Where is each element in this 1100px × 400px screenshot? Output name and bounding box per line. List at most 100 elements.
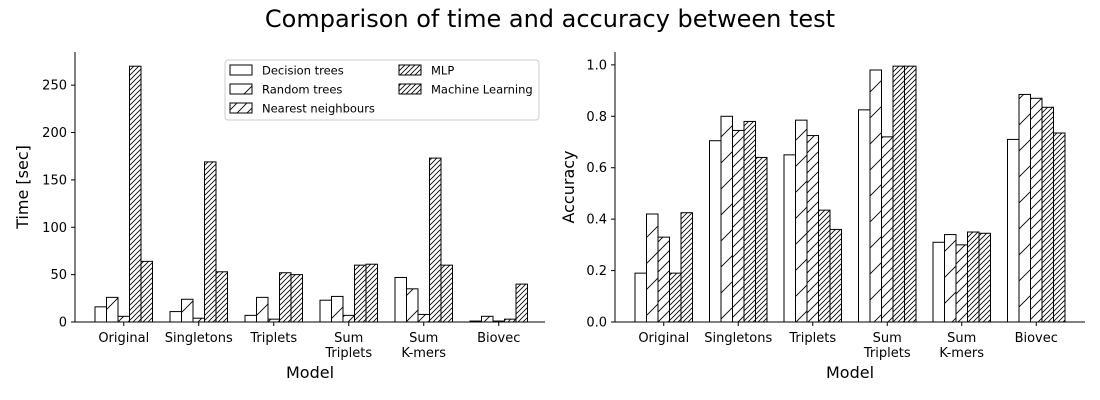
bar-nearest-neighbours-4 [955,244,968,323]
x-axis-label: Model [826,363,874,382]
bar-nearest-neighbours-1 [192,317,205,323]
legend-entry: Machine Learning [431,83,533,97]
bar-mlp-2 [818,209,831,323]
bar-decision-trees-0 [634,272,647,323]
accuracy-panel: 0.0 0.2 0.4 0.6 0.8 1.0 Original Singletons Trip… [559,52,1085,382]
y-tick-label: 1.0 [586,58,607,73]
bar-random-trees-0 [646,213,659,323]
y-tick-label: 200 [42,126,67,141]
legend-entry: Nearest neighbours [262,102,375,116]
legend-entry: Random trees [262,83,342,97]
bar-nearest-neighbours-5 [1030,97,1043,323]
bar-decision-trees-1 [169,311,182,323]
bar-random-trees-1 [181,298,194,323]
bar-machine-learning-0 [140,260,153,323]
legend-swatch [229,83,253,95]
bar-nearest-neighbours-4 [417,313,430,323]
x-tick-label: Sum Triplets [863,331,911,361]
legend-swatch [229,64,253,76]
bar-decision-trees-3 [858,109,871,323]
legend-entry: Decision trees [262,64,344,78]
x-tick-label: Singletons [704,331,772,346]
y-tick-label: 250 [42,79,67,94]
bar-machine-learning-2 [829,228,842,323]
bar-random-trees-0 [106,296,119,323]
bar-nearest-neighbours-0 [117,315,130,323]
bar-nearest-neighbours-0 [657,236,670,323]
x-axis-label: Model [286,363,334,382]
bar-nearest-neighbours-3 [342,314,355,323]
y-tick-label: 150 [42,173,67,188]
x-tick-label: Singletons [165,331,233,346]
bar-mlp-3 [892,65,905,323]
bar-machine-learning-3 [365,263,378,323]
legend-swatch [229,102,253,114]
bar-nearest-neighbours-1 [732,129,745,323]
figure-title: Comparison of time and accuracy between … [265,5,835,33]
y-tick-label: 0 [59,316,67,331]
bar-machine-learning-1 [215,271,228,323]
bar-random-trees-4 [406,288,419,323]
x-tick-label: Triplets [788,331,836,346]
y-tick-label: 0.8 [586,110,607,125]
bar-random-trees-2 [795,119,808,323]
bar-random-trees-5 [1018,93,1031,323]
bar-machine-learning-3 [904,65,917,323]
x-tick-label: Sum Triplets [324,331,372,361]
legend-box [224,59,540,121]
bar-machine-learning-5 [515,283,528,323]
bar-mlp-0 [669,272,682,323]
bar-mlp-2 [279,272,292,323]
bar-decision-trees-2 [783,154,796,323]
y-axis-label: Accuracy [559,150,578,223]
x-tick-label: Original [638,331,689,346]
x-tick-label: Biovec [1015,331,1058,346]
bar-mlp-5 [1041,106,1054,323]
bar-decision-trees-2 [244,314,257,323]
bar-decision-trees-4 [932,241,945,323]
bar-mlp-0 [129,65,142,323]
bar-machine-learning-4 [978,232,991,323]
y-axis-label: Time [sec] [13,145,32,230]
legend: Decision trees Random trees Nearest neighb… [224,59,540,121]
bar-random-trees-3 [869,69,882,323]
bar-nearest-neighbours-3 [881,136,894,323]
bar-machine-learning-1 [755,156,768,323]
bar-mlp-4 [429,157,442,323]
bar-machine-learning-4 [440,264,453,323]
y-tick-label: 0.2 [586,264,607,279]
bar-random-trees-1 [720,115,733,323]
x-tick-label: Biovec [477,331,520,346]
bar-mlp-1 [743,120,756,323]
y-tick-label: 0.4 [586,213,607,228]
bar-decision-trees-4 [394,276,407,323]
x-tick-label: Sum K-mers [939,331,984,361]
bar-decision-trees-5 [1007,138,1020,323]
x-tick-label: Sum K-mers [401,331,446,361]
bar-random-trees-3 [331,295,344,323]
time-panel: 0 50 100 150 200 250 Original Singletons Triplet… [13,52,545,382]
bar-nearest-neighbours-2 [806,135,819,323]
bar-mlp-4 [967,231,980,323]
x-tick-label: Triplets [249,331,297,346]
bar-mlp-1 [204,161,217,323]
bar-random-trees-4 [944,234,957,323]
y-tick-label: 50 [50,268,67,283]
bar-machine-learning-5 [1053,132,1066,323]
bar-decision-trees-1 [709,140,722,323]
legend-swatch [398,64,422,76]
y-tick-label: 100 [42,221,67,236]
y-tick-label: 0.0 [586,316,607,331]
bar-random-trees-5 [481,315,494,323]
bar-machine-learning-2 [290,274,303,323]
bar-random-trees-2 [256,296,269,323]
legend-entry: MLP [431,64,454,78]
bar-decision-trees-3 [319,299,332,323]
bar-decision-trees-0 [94,306,107,323]
bar-machine-learning-0 [680,212,693,323]
legend-swatch [398,83,422,95]
bar-mlp-3 [354,264,367,323]
x-tick-label: Original [98,331,149,346]
